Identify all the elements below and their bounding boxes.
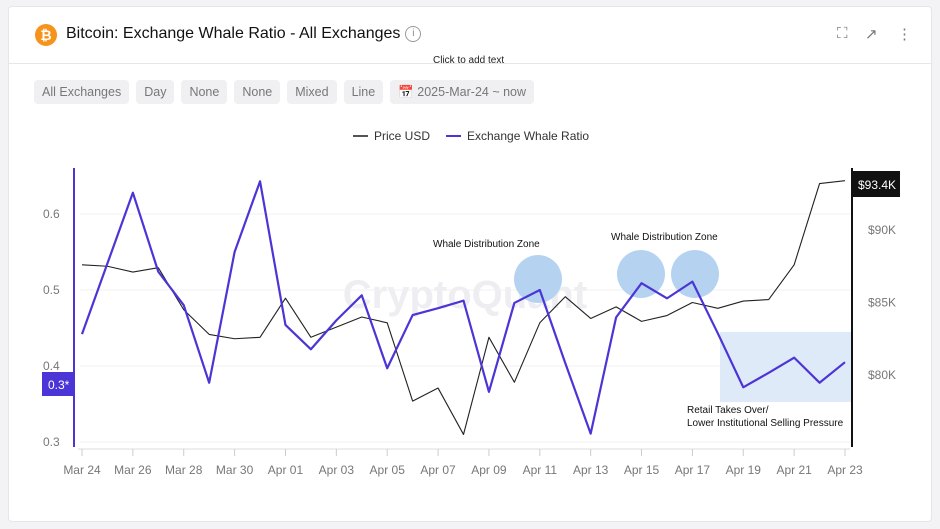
legend-whale[interactable]: Exchange Whale Ratio xyxy=(467,129,589,143)
axes: 0.6 0.5 0.4 0.3 $90K $85K $80K Mar 24 Mar 26 Mar … xyxy=(43,207,896,477)
x-tick-label: Mar 30 xyxy=(216,463,254,477)
scale-select[interactable]: Mixed xyxy=(287,80,337,104)
filter1-select[interactable]: None xyxy=(181,80,228,104)
filter2-select[interactable]: None xyxy=(234,80,281,104)
distribution-circle-1 xyxy=(514,255,562,303)
left-tick-label: 0.4 xyxy=(43,359,60,373)
price-line[interactable] xyxy=(81,180,846,436)
x-tick-label: Apr 19 xyxy=(726,463,762,477)
right-tick-label: $80K xyxy=(868,368,896,382)
date-range-text: 2025-Mar-24 ~ now xyxy=(417,85,527,99)
distribution-circle-2 xyxy=(617,250,665,298)
left-current-badge xyxy=(42,372,75,396)
x-tick-label: Apr 09 xyxy=(471,463,507,477)
x-tick-label: Apr 11 xyxy=(523,463,558,477)
chart-title: Bitcoin: Exchange Whale Ratio - All Exch… xyxy=(66,25,422,43)
whale-ratio-line[interactable] xyxy=(80,180,846,435)
distribution-circle-3 xyxy=(671,250,719,298)
x-tick-label: Apr 23 xyxy=(827,463,863,477)
x-tick-label: Apr 03 xyxy=(319,463,355,477)
x-tick-label: Apr 15 xyxy=(624,463,660,477)
left-tick-label: 0.6 xyxy=(43,207,60,221)
chart-type-select[interactable]: Line xyxy=(343,80,384,104)
x-tick-label: Apr 07 xyxy=(420,463,456,477)
chart-card: ₿ Bitcoin: Exchange Whale Ratio - All Ex… xyxy=(8,6,932,522)
add-text-hint[interactable]: Click to add text xyxy=(433,55,505,66)
title-text: Bitcoin: Exchange Whale Ratio - All Exch… xyxy=(66,25,401,42)
zone-label-2: Whale Distribution Zone xyxy=(611,232,718,243)
right-tick-label: $90K xyxy=(868,223,896,237)
more-vertical-icon[interactable]: ⋮ xyxy=(897,26,912,43)
right-tick-label: $85K xyxy=(868,296,896,310)
x-tick-label: Apr 17 xyxy=(675,463,711,477)
fullscreen-icon[interactable]: ⛶ xyxy=(837,25,848,42)
calendar-icon: 📅 xyxy=(398,85,414,99)
info-icon[interactable]: i xyxy=(405,26,422,42)
left-current-label: 0.3* xyxy=(48,378,70,392)
card-header: ₿ Bitcoin: Exchange Whale Ratio - All Ex… xyxy=(9,7,931,64)
zone-label-1: Whale Distribution Zone xyxy=(433,239,540,250)
x-tick-label: Mar 24 xyxy=(63,463,101,477)
x-tick-label: Apr 01 xyxy=(268,463,304,477)
x-tick-label: Apr 21 xyxy=(776,463,812,477)
open-external-icon[interactable]: ↗ xyxy=(865,26,878,43)
left-tick-label: 0.5 xyxy=(43,283,60,297)
legend-price[interactable]: Price USD xyxy=(374,129,430,143)
series xyxy=(80,180,846,436)
legend[interactable]: Price USD Exchange Whale Ratio xyxy=(353,129,589,143)
x-tick-label: Mar 26 xyxy=(114,463,152,477)
toolbar: All Exchanges Day None None Mixed Line 📅… xyxy=(34,80,535,104)
retail-zone-box xyxy=(720,332,852,402)
exchange-select[interactable]: All Exchanges xyxy=(34,80,130,104)
x-tick-label: Mar 28 xyxy=(165,463,203,477)
retail-label-1: Retail Takes Over/ xyxy=(687,405,769,416)
annotations: Whale Distribution Zone Whale Distributi… xyxy=(433,232,852,429)
right-current-label: $93.4K xyxy=(858,178,896,192)
interval-select[interactable]: Day xyxy=(136,80,175,104)
date-range-picker[interactable]: 📅 2025-Mar-24 ~ now xyxy=(390,80,535,104)
x-tick-label: Apr 05 xyxy=(370,463,406,477)
bitcoin-logo-icon: ₿ xyxy=(35,24,57,46)
x-tick-label: Apr 13 xyxy=(573,463,609,477)
retail-label-2: Lower Institutional Selling Pressure xyxy=(687,418,844,429)
left-tick-label: 0.3 xyxy=(43,435,60,449)
right-current-badge xyxy=(853,171,900,197)
